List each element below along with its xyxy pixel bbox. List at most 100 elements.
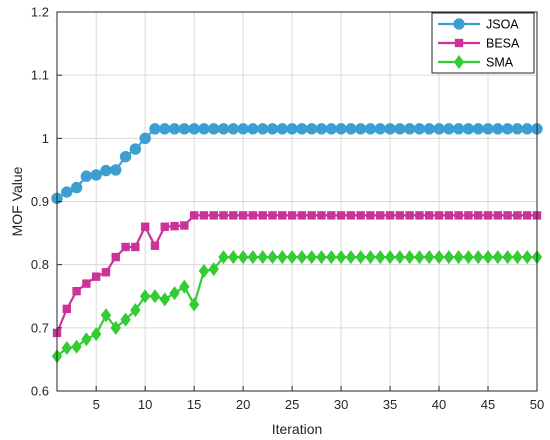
data-point-jsoa (345, 123, 357, 135)
data-point-besa (180, 221, 189, 230)
data-point-sma (404, 250, 415, 265)
data-point-jsoa (315, 123, 328, 135)
data-point-besa (189, 211, 199, 220)
data-point-sma (355, 250, 366, 265)
data-point-besa (278, 211, 287, 220)
data-point-besa (229, 211, 238, 220)
x-tick-label: 25 (285, 397, 299, 412)
data-point-jsoa (119, 150, 132, 163)
data-point-sma (482, 250, 494, 265)
data-point-jsoa (90, 169, 102, 181)
data-point-besa (474, 211, 483, 220)
data-point-jsoa (511, 123, 524, 135)
data-point-sma (345, 250, 357, 265)
data-point-sma (169, 286, 180, 301)
y-tick-label: 0.7 (31, 320, 49, 335)
data-point-sma (502, 250, 513, 265)
data-point-jsoa (394, 123, 406, 135)
data-point-besa (307, 211, 316, 220)
data-point-sma (453, 250, 464, 265)
data-point-jsoa (296, 123, 308, 135)
data-point-jsoa (80, 170, 93, 182)
data-point-sma (512, 250, 523, 265)
data-point-sma (90, 327, 102, 342)
ticks: 5 10 15 20 25 30 35 40 45 50 0.6 0.7 0.8 0.9 1 1.1 1.2 (31, 5, 544, 413)
data-point-jsoa (482, 123, 494, 135)
data-point-sma (365, 250, 376, 265)
data-point-sma (257, 250, 268, 265)
data-point-besa (199, 211, 209, 220)
data-point-besa (366, 211, 375, 220)
data-point-jsoa (305, 123, 318, 135)
data-point-sma (286, 250, 298, 265)
data-point-jsoa (198, 123, 210, 135)
legend: JSOA BESA SMA (431, 12, 535, 74)
data-point-besa (513, 211, 522, 220)
data-point-besa (523, 211, 532, 220)
data-point-sma (159, 292, 170, 307)
data-point-besa (317, 211, 326, 220)
data-point-besa (376, 211, 385, 220)
data-point-besa (483, 211, 493, 220)
x-tick-label: 15 (187, 397, 201, 412)
data-point-sma (296, 250, 308, 265)
data-point-besa (150, 241, 160, 250)
data-point-sma (277, 250, 288, 265)
series-line-sma (56, 255, 537, 358)
data-point-jsoa (325, 123, 337, 135)
legend-item-besa: BESA (438, 37, 520, 51)
data-point-sma (100, 308, 112, 323)
y-tick-label: 0.6 (31, 384, 49, 399)
data-point-sma (110, 320, 121, 335)
data-point-besa (82, 279, 91, 288)
data-point-sma (71, 339, 82, 354)
data-point-sma (188, 297, 200, 312)
data-point-besa (160, 222, 169, 231)
data-point-jsoa (139, 132, 151, 145)
data-point-jsoa (159, 123, 171, 135)
y-tick-label: 1 (42, 131, 49, 146)
data-point-besa (219, 211, 228, 220)
data-point-jsoa (423, 123, 435, 135)
y-axis-label: MOF Value (9, 166, 25, 236)
data-point-besa (346, 211, 356, 220)
data-point-sma (218, 250, 229, 265)
data-point-besa (91, 272, 101, 281)
legend-marker (453, 55, 465, 69)
data-point-sma (414, 250, 425, 265)
series-line-jsoa (56, 127, 537, 200)
y-tick-label: 0.8 (31, 257, 49, 272)
data-point-besa (395, 211, 405, 220)
data-point-jsoa (266, 123, 279, 135)
data-point-besa (101, 268, 111, 277)
data-point-jsoa (462, 123, 475, 135)
data-point-sma (228, 250, 239, 265)
data-point-jsoa (384, 123, 396, 135)
data-point-sma (267, 250, 278, 265)
x-tick-label: 45 (481, 397, 495, 412)
x-tick-label: 40 (432, 397, 446, 412)
data-point-jsoa (276, 123, 289, 135)
data-point-sma (394, 250, 406, 265)
data-point-jsoa (188, 123, 200, 135)
legend-marker (453, 18, 465, 30)
data-point-besa (454, 211, 463, 220)
data-point-besa (111, 252, 120, 262)
data-point-besa (258, 211, 267, 220)
data-point-sma (149, 289, 161, 304)
data-point-sma (61, 341, 72, 356)
data-point-jsoa (70, 181, 83, 194)
data-point-sma (208, 262, 219, 277)
data-point-besa (287, 211, 297, 220)
data-point-jsoa (227, 123, 240, 135)
series-sma (51, 250, 543, 364)
legend-item-jsoa: JSOA (438, 18, 519, 32)
data-point-sma (443, 250, 455, 265)
legend-label: BESA (486, 37, 520, 51)
data-point-besa (405, 211, 414, 220)
data-point-besa (434, 211, 444, 220)
x-tick-label: 10 (138, 397, 152, 412)
data-point-jsoa (129, 143, 142, 155)
data-point-jsoa (168, 123, 181, 135)
x-axis-label: Iteration (272, 421, 323, 437)
